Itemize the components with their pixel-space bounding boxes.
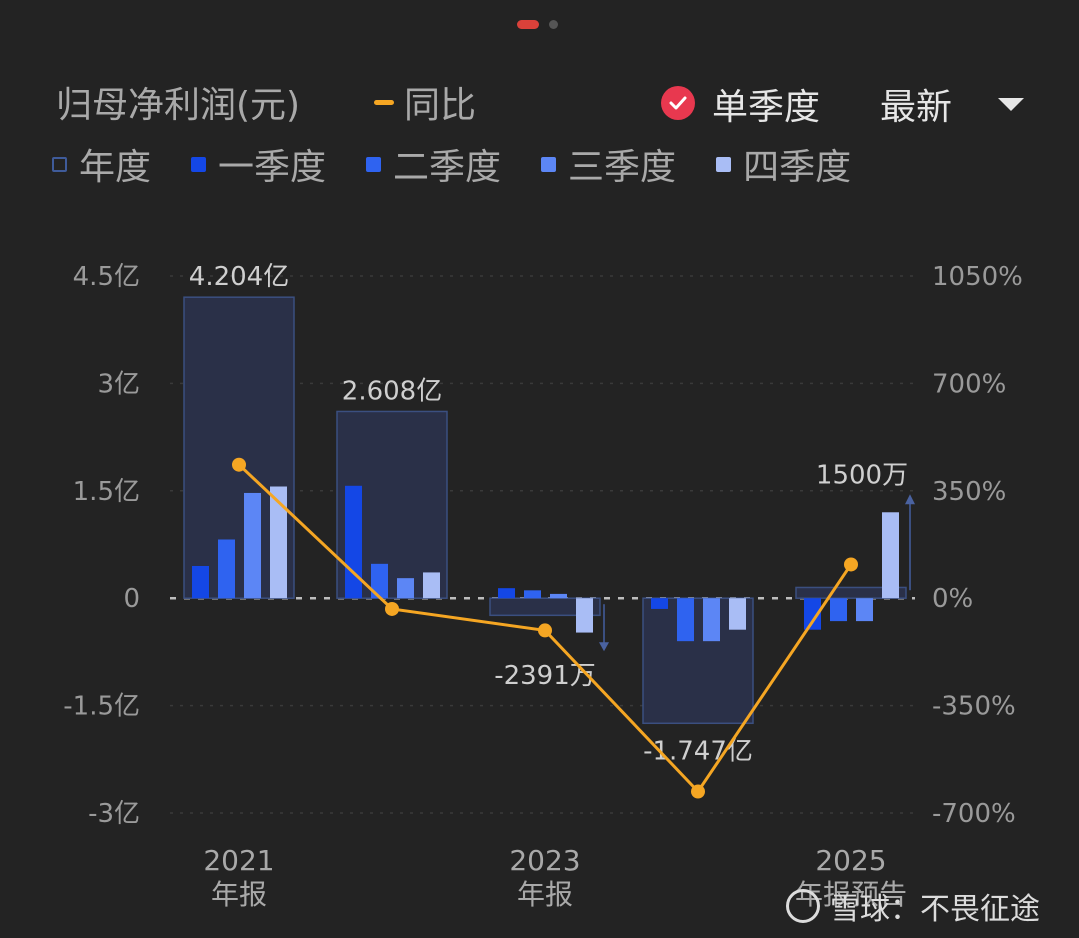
quarter-bar — [345, 485, 362, 599]
snowball-logo-icon — [786, 889, 820, 923]
y-tick-label-left: -3亿 — [88, 799, 140, 829]
legend-swatch — [541, 156, 557, 172]
y-tick-label-right: 1050% — [932, 262, 1023, 292]
x-category-year: 2023 — [509, 844, 580, 877]
annual-value-label: 4.204亿 — [189, 262, 289, 292]
quarter-bar — [270, 486, 287, 599]
y-tick-label-left: 1.5亿 — [73, 477, 140, 507]
page-indicator[interactable] — [517, 20, 558, 29]
chevron-down-icon[interactable] — [998, 98, 1024, 111]
annual-bar — [489, 597, 601, 617]
period-select[interactable]: 最新 — [880, 87, 953, 128]
yoy-point — [844, 557, 858, 572]
legend-label: 三季度 — [568, 147, 677, 188]
quarter-bar — [397, 578, 414, 599]
legend-label: 二季度 — [393, 147, 502, 188]
legend-swatch — [52, 156, 67, 172]
y-tick-label-right: -350% — [932, 692, 1016, 722]
quarter-bar — [371, 563, 388, 599]
legend-swatch — [191, 156, 207, 172]
chart-title: 归母净利润(元) — [56, 85, 301, 126]
legend-label: 年度 — [79, 147, 152, 188]
yoy-legend: 同比 — [374, 76, 476, 128]
arrow-down-icon — [599, 642, 609, 652]
annual-value-label: 1500万 — [816, 460, 908, 490]
yoy-legend-label: 同比 — [404, 85, 477, 126]
legend-item[interactable]: 一季度 — [191, 138, 326, 190]
x-category-sub: 年报 — [517, 878, 573, 911]
quarter-bar — [830, 598, 847, 622]
y-tick-label-left: -1.5亿 — [63, 692, 140, 722]
quarter-bar — [524, 590, 541, 599]
quarter-bar — [192, 565, 209, 599]
y-tick-label-left: 4.5亿 — [73, 262, 140, 292]
y-tick-label-right: 350% — [932, 477, 1006, 507]
yoy-point — [538, 623, 552, 638]
quarter-bar — [218, 539, 235, 599]
page-dot-active[interactable] — [517, 20, 539, 29]
y-tick-label-right: -700% — [932, 799, 1016, 829]
quarter-bar — [856, 598, 873, 622]
watermark-text: 雪球：不畏征途 — [830, 892, 1040, 927]
yoy-point — [691, 784, 705, 799]
quarter-bar — [729, 598, 746, 630]
y-tick-label-right: 0% — [932, 584, 973, 614]
y-tick-label-left: 0 — [123, 584, 140, 614]
legend-label: 四季度 — [743, 147, 852, 188]
page-dot[interactable] — [549, 20, 558, 29]
quarter-bar — [244, 492, 261, 599]
legend-item[interactable]: 年度 — [52, 138, 151, 190]
annual-value-label: 2.608亿 — [342, 376, 442, 406]
y-tick-label-left: 3亿 — [97, 369, 140, 399]
quarter-bar — [882, 512, 899, 599]
watermark: 雪球：不畏征途 — [786, 884, 1040, 928]
single-quarter-toggle[interactable]: 单季度 — [712, 87, 821, 128]
legend-label: 一季度 — [218, 147, 327, 188]
quarter-bar — [576, 598, 593, 633]
quarter-bar — [423, 572, 440, 599]
y-tick-label-right: 700% — [932, 369, 1006, 399]
quarter-bar — [498, 588, 515, 599]
x-category-year: 2021 — [203, 844, 274, 877]
legend-swatch — [366, 156, 382, 172]
quarter-bar — [651, 598, 668, 609]
legend-item[interactable]: 四季度 — [716, 138, 851, 190]
legend-item[interactable]: 三季度 — [541, 138, 676, 190]
x-category-sub: 年报 — [211, 878, 267, 911]
quarter-bar — [677, 598, 694, 642]
yoy-line-swatch — [374, 99, 394, 105]
yoy-point — [385, 601, 399, 616]
series-legend: 年度 一季度 二季度 三季度 四季度 — [52, 138, 891, 190]
quarter-bar — [703, 598, 720, 642]
legend-swatch — [716, 156, 732, 172]
quarter-bar — [804, 598, 821, 630]
legend-item[interactable]: 二季度 — [366, 138, 501, 190]
annual-bar — [795, 586, 907, 599]
quarter-bar — [550, 593, 567, 599]
chart-header: 归母净利润(元) 同比 单季度 最新 — [56, 76, 1039, 128]
x-category-year: 2025 — [815, 844, 886, 877]
arrow-up-icon — [905, 494, 915, 505]
yoy-point — [232, 457, 246, 472]
checkmark-icon[interactable] — [661, 86, 695, 120]
